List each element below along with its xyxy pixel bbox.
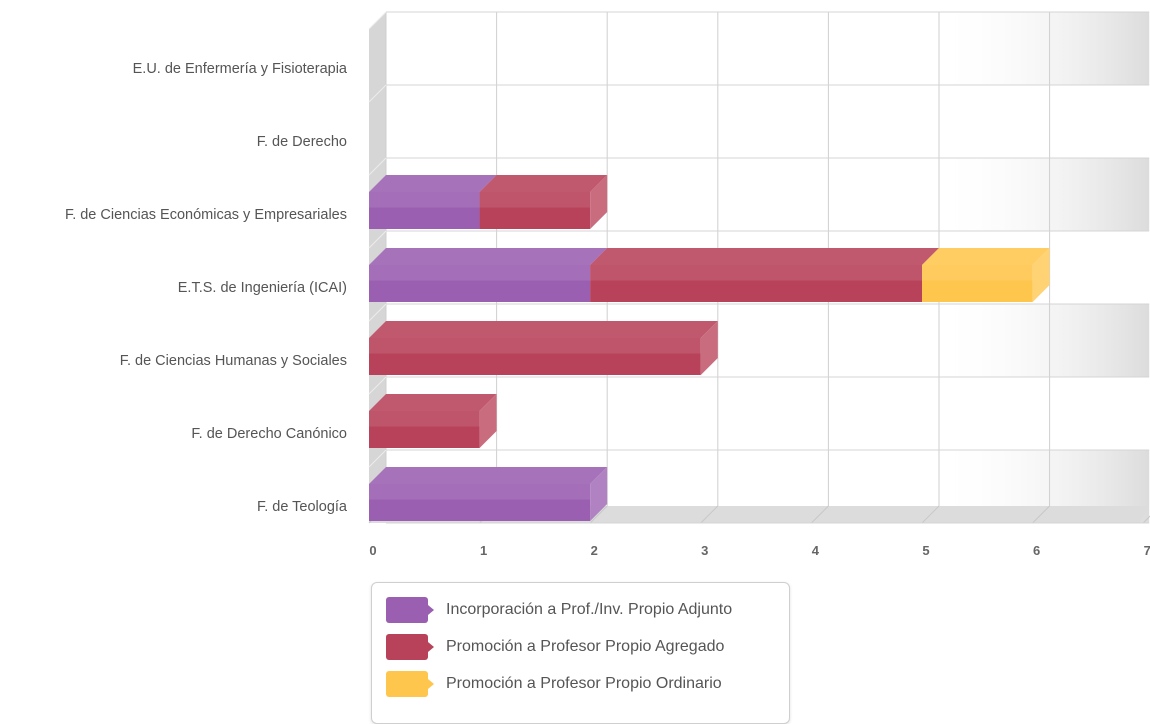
bar-top-face: [369, 175, 497, 192]
bar-top-face: [479, 175, 608, 192]
bar-highlight: [369, 411, 480, 427]
x-tick-label: 5: [922, 543, 929, 558]
grid-line-floor: [1032, 505, 1050, 524]
category-label: F. de Ciencias Económicas y Empresariale…: [65, 207, 347, 223]
bar: [590, 248, 939, 302]
bar-top-face: [369, 394, 497, 411]
category-label: F. de Ciencias Humanas y Sociales: [120, 353, 347, 369]
bar-end-face: [590, 467, 608, 521]
bar: [369, 467, 608, 521]
wall-line: [368, 157, 387, 176]
bar-front-face: [369, 192, 480, 229]
bar: [369, 321, 718, 375]
category-label: F. de Teología: [257, 499, 348, 515]
bar-end-face: [700, 321, 718, 375]
grid-line-floor: [921, 505, 940, 524]
row-band-shade: [386, 12, 1150, 85]
row-band: [386, 85, 1150, 158]
chart-svg: E.U. de Enfermería y Fisioterapia F. de D…: [65, 11, 1150, 558]
wall-line: [368, 376, 387, 395]
bar-highlight: [922, 265, 1033, 281]
bar-end-face: [1032, 248, 1050, 302]
legend-swatch-adjunto: [386, 597, 434, 623]
category-label: F. de Derecho Canónico: [191, 426, 347, 442]
bar-top-face: [590, 248, 939, 265]
bar-highlight: [479, 192, 591, 208]
bar-front-face: [369, 411, 480, 448]
wall-line: [368, 84, 387, 103]
bar-end-face: [590, 175, 608, 229]
x-tick-label: 7: [1144, 543, 1150, 558]
legend-item-agregado: Promoción a Profesor Propio Agregado: [386, 634, 724, 660]
bar: [479, 175, 608, 229]
legend-label-agregado: Promoción a Profesor Propio Agregado: [446, 638, 725, 655]
bar: [369, 394, 497, 448]
bar-top-face: [369, 321, 718, 338]
bar-highlight: [369, 338, 701, 354]
grid-line-floor: [589, 505, 608, 524]
x-tick-label: 1: [480, 543, 487, 558]
legend-item-ordinario: Promoción a Profesor Propio Ordinario: [386, 671, 722, 697]
category-label: E.U. de Enfermería y Fisioterapia: [133, 61, 348, 77]
x-tick-label: 3: [701, 543, 708, 558]
grid-line-floor: [811, 505, 829, 524]
legend-label-adjunto: Incorporación a Prof./Inv. Propio Adjunt…: [446, 601, 733, 618]
x-tick-label: 0: [369, 543, 376, 558]
bar: [922, 248, 1050, 302]
bar-front-face: [369, 484, 591, 521]
bar-front-face: [590, 265, 922, 302]
bar-highlight: [590, 265, 922, 281]
category-label: E.T.S. de Ingeniería (ICAI): [178, 280, 347, 296]
bar: [369, 248, 608, 302]
wall-line: [368, 230, 387, 249]
legend-item-adjunto: Incorporación a Prof./Inv. Propio Adjunt…: [386, 597, 732, 623]
bar-end-face: [479, 394, 497, 448]
bar-front-face: [369, 338, 701, 375]
bar-top-face: [369, 467, 608, 484]
chart: E.U. de Enfermería y Fisioterapia F. de D…: [65, 11, 1150, 724]
wall-line: [368, 11, 387, 30]
bar: [369, 175, 497, 229]
x-tick-label: 6: [1033, 543, 1040, 558]
grid-line-floor: [1142, 515, 1150, 524]
bar-front-face: [922, 265, 1033, 302]
bar-front-face: [369, 265, 591, 302]
wall-line: [368, 303, 387, 322]
legend-swatch-ordinario: [386, 671, 434, 697]
bar-top-face: [922, 248, 1050, 265]
legend: Incorporación a Prof./Inv. Propio Adjunt…: [371, 582, 790, 724]
x-tick-label: 4: [812, 543, 820, 558]
bar-highlight: [369, 484, 591, 500]
legend-swatch-agregado: [386, 634, 434, 660]
bar-highlight: [369, 192, 480, 208]
category-label: F. de Derecho: [257, 134, 347, 150]
wall-line: [368, 449, 387, 468]
x-tick-label: 2: [591, 543, 598, 558]
bar-front-face: [479, 192, 591, 229]
grid-line-floor: [700, 505, 719, 524]
bar-highlight: [369, 265, 591, 281]
bar-top-face: [369, 248, 608, 265]
row-band: [386, 377, 1150, 450]
legend-label-ordinario: Promoción a Profesor Propio Ordinario: [446, 675, 722, 692]
